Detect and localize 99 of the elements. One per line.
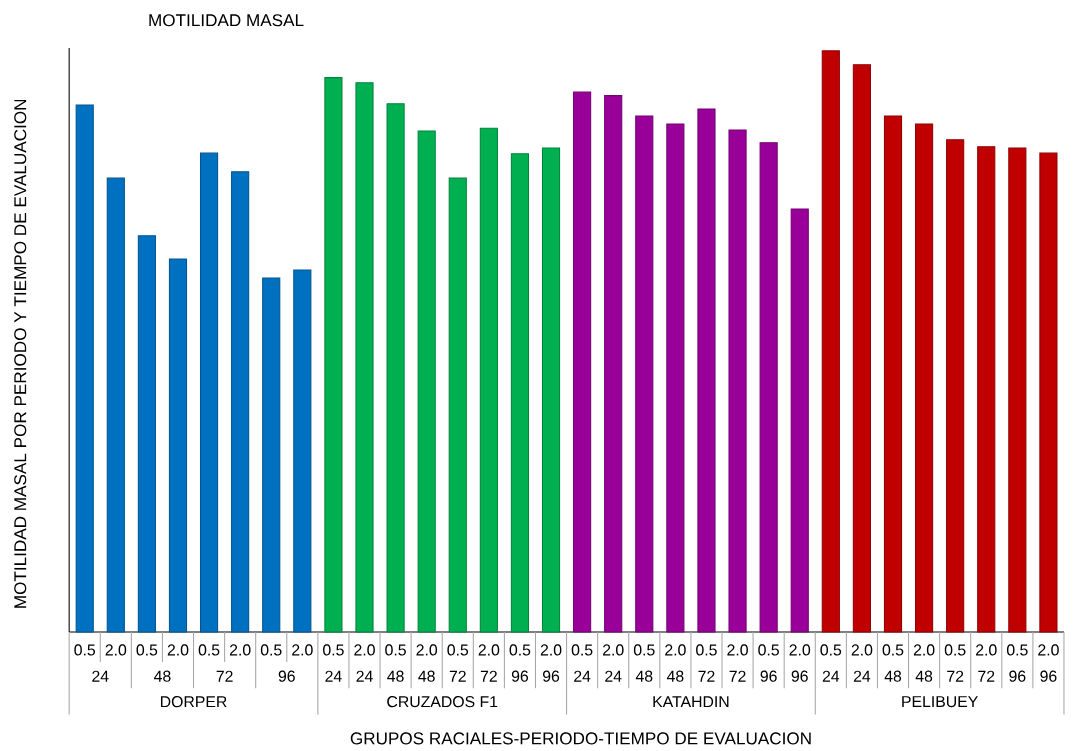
bar — [946, 139, 965, 633]
bar — [137, 235, 156, 633]
text: CRUZADOS F1 — [387, 696, 498, 708]
bar — [697, 108, 716, 633]
x-tick-label: 0.5 — [509, 644, 531, 656]
text: 96 — [1009, 670, 1026, 682]
text: 24 — [325, 670, 342, 682]
text: 24 — [356, 670, 373, 682]
bar — [852, 64, 871, 633]
x-tick-label: 2.0 — [789, 644, 811, 656]
bar — [231, 171, 250, 633]
text: 96 — [791, 670, 808, 682]
bar — [883, 115, 903, 633]
text: 96 — [760, 670, 777, 682]
chart-title: MOTILIDAD MASAL — [149, 14, 304, 27]
x-tick-label: 2.0 — [354, 644, 375, 656]
bar — [759, 142, 778, 633]
bar — [728, 129, 747, 633]
text: 48 — [154, 670, 171, 682]
text: 48 — [915, 670, 933, 682]
bar — [293, 269, 312, 633]
text: 96 — [1040, 670, 1057, 682]
x-tick-label: 0.5 — [136, 644, 158, 656]
x-tick-label: 2.0 — [105, 644, 127, 656]
bar — [448, 177, 467, 633]
text: 96 — [511, 670, 529, 682]
x-tick-label: 0.5 — [944, 644, 966, 656]
x-tick-label: 0.5 — [882, 644, 904, 656]
bar — [1008, 147, 1027, 633]
text: 24 — [853, 670, 871, 682]
x-tick-label: 2.0 — [665, 644, 686, 656]
x-tick-label: 2.0 — [416, 644, 438, 656]
x-tick-label: 2.0 — [913, 644, 935, 656]
bar — [1039, 152, 1058, 633]
x-tick-label: 2.0 — [727, 644, 748, 656]
bar — [262, 277, 281, 633]
text: 48 — [387, 670, 404, 682]
x-tick-label: 0.5 — [260, 644, 282, 656]
bar — [355, 82, 374, 633]
text: 24 — [605, 670, 622, 682]
x-tick-label: 0.5 — [447, 644, 469, 656]
text: 24 — [92, 670, 109, 682]
x-tick-label: 0.5 — [74, 644, 96, 656]
text: 72 — [480, 670, 497, 682]
x-tick-label: 2.0 — [478, 644, 500, 656]
text: 72 — [947, 670, 964, 682]
text: 72 — [729, 670, 746, 682]
text: DORPER — [160, 696, 227, 708]
text: PELIBUEY — [902, 696, 978, 708]
bar — [106, 177, 125, 633]
bar — [199, 152, 219, 633]
x-tick-label: 2.0 — [1038, 644, 1059, 656]
x-tick-label: 2.0 — [540, 644, 562, 656]
x-tick-label: 0.5 — [1006, 644, 1028, 656]
x-tick-label: 0.5 — [198, 644, 220, 656]
bar — [604, 95, 623, 633]
x-tick-label: 2.0 — [976, 644, 997, 656]
text: 48 — [635, 670, 653, 682]
x-tick-label: 2.0 — [229, 644, 251, 656]
text: 72 — [978, 670, 995, 682]
x-tick-label: 2.0 — [603, 644, 624, 656]
x-tick-label: 2.0 — [851, 644, 873, 656]
bar — [573, 91, 592, 633]
bar — [821, 50, 840, 633]
x-axis-title: GRUPOS RACIALES-PERIODO-TIEMPO DE EVALUACION — [350, 732, 811, 745]
bar — [386, 103, 405, 633]
text: 96 — [278, 670, 295, 682]
text: KATAHDIN — [653, 696, 729, 708]
bar — [666, 123, 685, 633]
text: 24 — [574, 670, 591, 682]
bar — [915, 123, 934, 633]
text: 72 — [216, 670, 233, 682]
x-tick-label: 2.0 — [292, 644, 313, 656]
x-tick-label: 0.5 — [323, 644, 344, 656]
text: 72 — [698, 670, 715, 682]
y-axis-title: MOTILIDAD MASAL POR PERIODO Y TIEMPO DE EVALUACION — [14, 99, 27, 608]
text: 48 — [884, 670, 902, 682]
x-tick-label: 0.5 — [633, 644, 655, 656]
x-tick-label: 2.0 — [167, 644, 189, 656]
bar — [790, 208, 809, 633]
bar — [324, 77, 343, 633]
x-tick-label: 0.5 — [696, 644, 717, 656]
text: 96 — [542, 670, 560, 682]
text: 24 — [822, 670, 840, 682]
bar — [541, 147, 561, 633]
bar — [75, 104, 94, 633]
text: 48 — [418, 670, 435, 682]
bar — [168, 258, 188, 633]
bar — [417, 130, 436, 633]
x-tick-label: 0.5 — [385, 644, 406, 656]
bar — [635, 115, 654, 633]
bar — [510, 153, 530, 633]
bar — [977, 146, 996, 633]
bar — [479, 127, 498, 633]
text: 48 — [666, 670, 684, 682]
x-tick-label: 0.5 — [571, 644, 593, 656]
x-tick-label: 0.5 — [820, 644, 842, 656]
x-tick-label: 0.5 — [758, 644, 779, 656]
text: 72 — [449, 670, 466, 682]
